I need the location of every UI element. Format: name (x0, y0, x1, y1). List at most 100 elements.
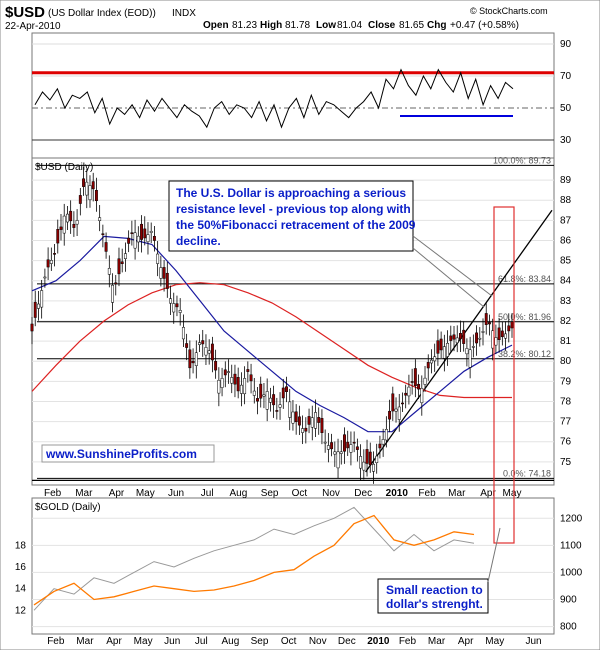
usd-candle-body (462, 329, 466, 344)
usd-candle-body (78, 195, 82, 204)
gold-x-label: Jun (164, 636, 180, 647)
usd-candle-body (449, 335, 453, 341)
usd-candle-body (236, 377, 240, 392)
symbol-title: $USD (5, 4, 45, 21)
gold-x-label: Mar (76, 636, 94, 647)
usd-candle-body (317, 417, 321, 423)
usd-candle-body (49, 260, 53, 264)
gold-left-tick-label: 16 (15, 562, 27, 573)
resistance-note-line-1: The U.S. Dollar is approaching a serious (176, 186, 406, 200)
gold-panel-title: $GOLD (Daily) (35, 502, 101, 513)
usd-candle-body (465, 348, 469, 355)
usd-candle-body (478, 337, 482, 340)
usd-candle-body (301, 428, 305, 433)
gold-x-label: Nov (309, 636, 327, 647)
usd-candle-body (333, 451, 337, 455)
usd-tick-label: 87 (560, 215, 572, 226)
chg-label: Chg (427, 20, 446, 31)
usd-candle-body (217, 379, 221, 394)
usd-x-label: Apr (480, 488, 496, 499)
usd-candle-body (185, 343, 189, 348)
rsi-tick-label: 70 (560, 71, 572, 82)
usd-candle-body (468, 349, 472, 368)
usd-candle-body (471, 346, 475, 348)
gold-price-line (33, 514, 475, 606)
usd-candle-body (120, 261, 124, 264)
gold-left-tick-label: 12 (15, 605, 27, 616)
usd-x-label: Jul (201, 488, 214, 499)
usd-candle-body (288, 401, 292, 418)
usd-candle-body (114, 282, 118, 285)
quote-date: 22-Apr-2010 (5, 21, 61, 32)
usd-candle-body (481, 331, 485, 333)
small-reaction-line-1: Small reaction to (386, 583, 483, 597)
gold-x-label: Jun (525, 636, 541, 647)
usd-candle-body (140, 223, 143, 240)
usd-candle-body (220, 378, 224, 388)
gold-x-label: Aug (222, 636, 240, 647)
high-value: 81.78 (285, 20, 310, 31)
usd-candle-body (378, 443, 382, 449)
usd-candle-body (191, 360, 195, 364)
usd-candle-body (372, 463, 375, 472)
website-box (41, 444, 215, 463)
gold-panel-frame (31, 497, 555, 635)
usd-candle-body (249, 374, 253, 382)
usd-candle-body (233, 373, 237, 385)
usd-candle-body (156, 253, 160, 264)
usd-candle-body (426, 362, 430, 369)
usd-tick-label: 84 (560, 276, 572, 287)
usd-candle-body (194, 352, 198, 366)
gold-x-label: Jul (195, 636, 208, 647)
low-value: 81.04 (337, 20, 362, 31)
usd-tick-label: 81 (560, 336, 572, 347)
resistance-note-line-4: decline. (176, 234, 221, 248)
website-label[interactable]: www.SunshineProfits.com (45, 447, 197, 461)
small-reaction-line-2: dollar's strenght. (386, 597, 483, 611)
usd-candle-body (146, 234, 150, 243)
usd-candle-body (91, 181, 95, 190)
usd-candle-body (53, 253, 57, 255)
usd-candle-body (136, 235, 140, 243)
usd-candle-body (455, 337, 459, 344)
gold-x-label: Apr (458, 636, 474, 647)
symbol-name: (US Dollar Index (EOD)) (48, 8, 156, 19)
gold-right-tick-label: 800 (560, 622, 577, 633)
usd-candle-body (407, 386, 411, 397)
chg-value: +0.47 (+0.58%) (450, 20, 519, 31)
gold-x-label: May (134, 636, 153, 647)
usd-candle-body (149, 230, 153, 233)
usd-tick-label: 88 (560, 195, 572, 206)
usd-candle-body (130, 232, 134, 234)
usd-candle-body (507, 325, 511, 332)
usd-candle-body (423, 377, 427, 385)
usd-panel-title: $USD (Daily) (35, 162, 93, 173)
usd-candle-body (159, 267, 163, 279)
usd-candle-body (65, 213, 69, 223)
usd-candle-body (391, 393, 395, 412)
usd-x-label: Mar (448, 488, 466, 499)
usd-candle-body (381, 439, 385, 445)
gold-right-tick-label: 1000 (560, 567, 583, 578)
usd-candle-body (281, 387, 285, 399)
usd-layer: 75 76 77 78 79 80 81 82 83 84 85 86 87 88 89 100.0%: 89… (30, 155, 572, 499)
usd-candle-body (352, 441, 356, 444)
usd-candle-body (500, 330, 504, 338)
usd-candle-body (343, 434, 346, 452)
usd-candle-body (430, 359, 433, 364)
usd-candle-body (278, 404, 282, 408)
usd-candle-body (304, 427, 308, 432)
usd-candle-body (201, 340, 205, 345)
gold-x-label: May (485, 636, 504, 647)
low-label: Low (316, 20, 336, 31)
usd-tick-label: 89 (560, 175, 572, 186)
usd-candle-body (33, 301, 37, 318)
usd-ma50-line (31, 235, 513, 433)
gold-right-tick-label: 1100 (560, 540, 582, 551)
usd-candle-body (188, 349, 192, 369)
usd-candle-body (404, 392, 408, 396)
usd-candle-body (442, 346, 446, 359)
usd-candle-body (359, 456, 363, 469)
close-value: 81.65 (399, 20, 424, 31)
